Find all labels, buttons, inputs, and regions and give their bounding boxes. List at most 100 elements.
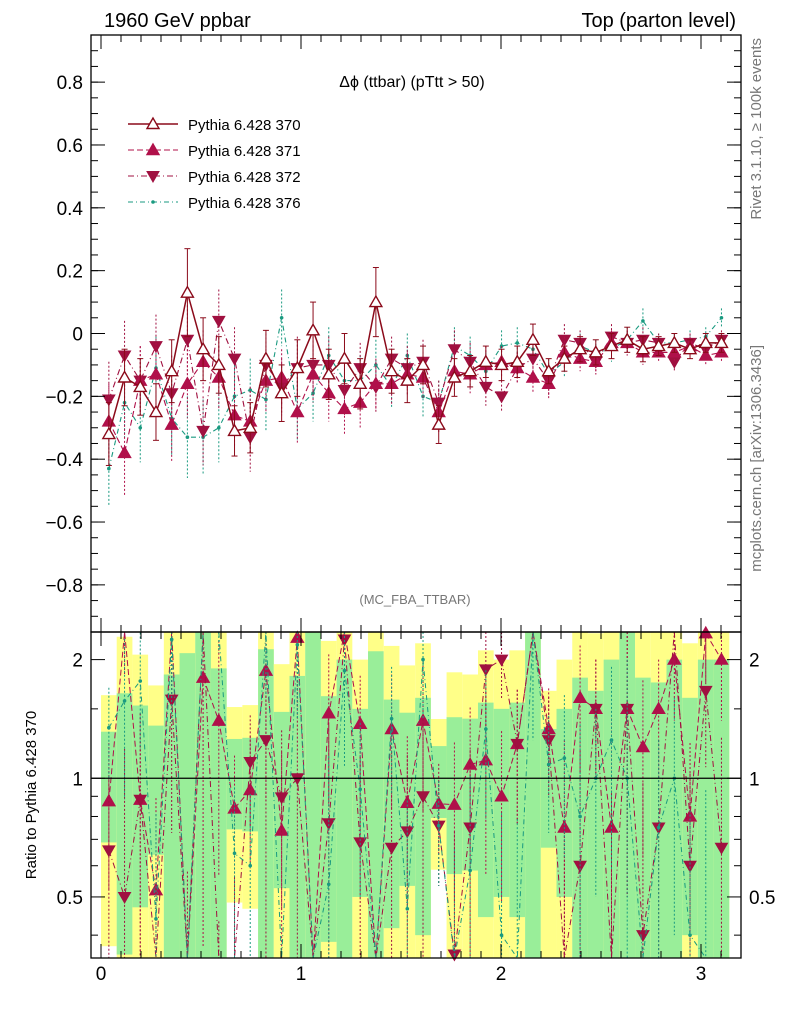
main-series-layer — [101, 248, 729, 507]
data-point — [274, 385, 289, 399]
ratio-tick-label-right: 1 — [749, 769, 760, 790]
x-tick-label: 3 — [696, 964, 707, 985]
x-tick-label: 0 — [96, 964, 107, 985]
data-point — [415, 357, 431, 371]
data-point — [211, 315, 226, 328]
mcplots-label: mcplots.cern.ch [arXiv:1306.3436] — [748, 345, 765, 572]
ratio-point — [154, 917, 158, 921]
ratio-point — [478, 664, 493, 677]
ratio-point — [714, 842, 729, 855]
data-point — [148, 404, 164, 418]
ratio-band-1sigma — [493, 708, 510, 897]
data-point — [227, 423, 242, 437]
data-point — [258, 351, 274, 364]
ratio-point — [321, 705, 336, 719]
data-point — [525, 370, 541, 383]
ratio-band-1sigma — [116, 693, 133, 955]
data-point — [604, 338, 619, 352]
data-point — [164, 363, 179, 377]
series-4 — [107, 289, 724, 507]
data-point — [515, 341, 520, 345]
rivet-label: Rivet 3.1.10, ≥ 100k events — [748, 38, 765, 220]
ratio-point — [232, 851, 237, 856]
data-point — [494, 391, 509, 404]
data-point — [133, 379, 148, 393]
ratio-tick-label-left: 2 — [72, 651, 83, 672]
legend-label: Pythia 6.428 371 — [188, 143, 301, 160]
ratio-point — [651, 701, 666, 715]
data-point — [117, 445, 132, 459]
ratio-band-1sigma — [556, 708, 573, 897]
ratio-point — [342, 668, 347, 673]
ratio-point — [389, 716, 394, 721]
series-line — [108, 318, 722, 438]
ratio-point — [169, 637, 174, 642]
y-tick-label: −0.8 — [45, 576, 83, 597]
data-point — [651, 338, 666, 352]
data-point — [290, 360, 305, 374]
data-point — [525, 332, 541, 345]
data-point — [117, 370, 132, 383]
legend-marker — [145, 142, 161, 156]
ratio-point — [714, 652, 729, 665]
data-point — [321, 366, 336, 380]
ratio-point — [667, 652, 682, 665]
data-point — [494, 357, 509, 371]
x-tick-label: 1 — [296, 964, 307, 985]
ratio-band-1sigma — [666, 659, 683, 958]
ratio-point — [117, 891, 132, 904]
legend-label: Pythia 6.428 370 — [188, 117, 301, 134]
series-3 — [101, 289, 729, 472]
ratio-ylabel: Ratio to Pythia 6.428 370 — [23, 711, 40, 879]
analysis-watermark: (MC_FBA_TTBAR) — [359, 592, 470, 607]
y-tick-label: −0.4 — [45, 450, 83, 471]
legend-entry: Pythia 6.428 370 — [128, 116, 301, 134]
data-point — [279, 315, 284, 320]
ratio-band-1sigma — [336, 659, 353, 958]
ratio-point — [499, 933, 504, 937]
series-2 — [101, 330, 729, 497]
ratio-point — [122, 699, 127, 703]
ratio-point — [656, 825, 661, 830]
ratio-point — [688, 933, 692, 937]
ratio-band-1sigma — [477, 702, 494, 918]
y-tick-label: 0 — [72, 325, 83, 346]
ratio-point — [384, 842, 399, 855]
data-point — [305, 322, 321, 336]
series-1 — [101, 248, 729, 466]
ratio-point — [416, 791, 430, 804]
data-point — [682, 341, 698, 355]
ratio-point — [295, 642, 300, 647]
ratio-point — [107, 725, 111, 730]
data-point — [667, 335, 682, 349]
data-point — [635, 341, 651, 355]
data-point — [217, 425, 221, 430]
data-point — [107, 466, 111, 471]
ratio-point — [405, 906, 410, 911]
chart-title: Δϕ (ttbar) (pTtt > 50) — [339, 74, 484, 91]
ratio-point — [101, 845, 116, 858]
data-point — [138, 425, 143, 430]
data-point — [337, 351, 352, 364]
ratio-point — [243, 756, 258, 769]
data-point — [698, 348, 713, 361]
ratio-point — [562, 756, 567, 760]
ratio-point — [290, 773, 305, 786]
ratio-point — [274, 792, 289, 805]
legend-marker — [145, 116, 161, 130]
data-point — [243, 420, 258, 433]
ratio-point — [259, 735, 273, 748]
data-point — [510, 354, 525, 367]
data-point — [195, 341, 211, 355]
ratio-point — [609, 738, 614, 742]
legend-entry: Pythia 6.428 372 — [128, 169, 301, 186]
ratio-tick-label-left: 1 — [72, 769, 83, 790]
ratio-point — [484, 727, 488, 731]
data-point — [368, 294, 384, 308]
data-point — [557, 351, 572, 364]
ratio-point — [447, 797, 462, 810]
series-line — [108, 292, 722, 435]
ratio-tick-label-right: 2 — [749, 651, 760, 672]
y-tick-label: 0.6 — [57, 136, 83, 157]
